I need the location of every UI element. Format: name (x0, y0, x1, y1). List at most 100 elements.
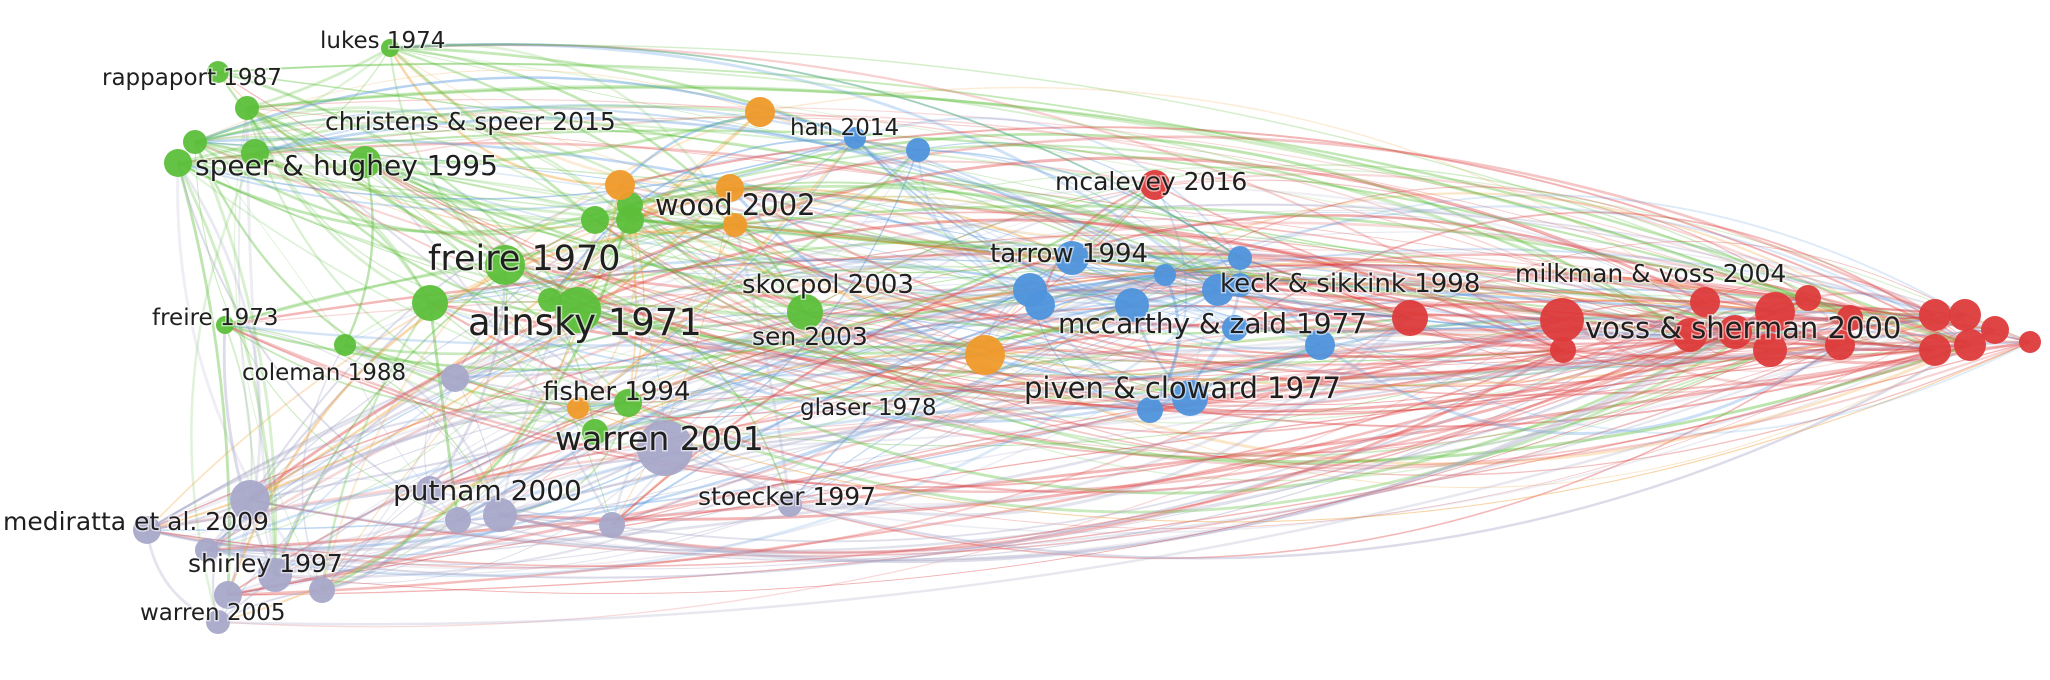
network-node-blue[interactable] (1305, 330, 1335, 360)
network-node-purple[interactable] (258, 558, 292, 592)
network-node-purple[interactable] (214, 581, 242, 609)
network-node-purple[interactable] (445, 507, 471, 533)
node-label-mccarthy-1977[interactable]: mccarthy & zald 1977 (1057, 306, 1369, 342)
network-node-green[interactable] (241, 139, 269, 167)
network-node-red[interactable] (1753, 333, 1787, 367)
node-label-sen-2003[interactable]: sen 2003 (751, 321, 870, 353)
network-node-red[interactable] (1755, 292, 1795, 332)
network-edge (804, 184, 1156, 318)
node-label-skocpol-2003[interactable]: skocpol 2003 (741, 269, 916, 302)
network-node-blue[interactable] (1228, 246, 1252, 270)
network-node-purple[interactable] (309, 577, 335, 603)
network-node-blue[interactable] (1172, 380, 1208, 416)
network-node-green[interactable] (164, 149, 192, 177)
network-node-blue[interactable] (1202, 274, 1234, 306)
network-node-blue[interactable] (1222, 315, 1248, 341)
network-node-green[interactable] (183, 130, 207, 154)
network-node-blue[interactable] (844, 127, 866, 149)
node-label-voss-2000[interactable]: voss & sherman 2000 (1584, 310, 1903, 347)
network-node-green[interactable] (614, 389, 642, 417)
network-node-red[interactable] (1673, 318, 1707, 352)
network-node-orange[interactable] (567, 397, 589, 419)
network-node-blue[interactable] (1025, 290, 1055, 320)
network-node-green[interactable] (581, 206, 609, 234)
network-node-green[interactable] (349, 146, 381, 178)
network-node-blue[interactable] (1115, 288, 1149, 322)
node-label-piven-1977[interactable]: piven & cloward 1977 (1023, 370, 1343, 407)
network-node-green[interactable] (216, 316, 234, 334)
node-label-mediratta-2009[interactable]: mediratta et al. 2009 (2, 506, 271, 538)
network-node-green[interactable] (235, 96, 259, 120)
network-node-green[interactable] (555, 287, 601, 333)
network-node-purple[interactable] (195, 538, 219, 562)
network-node-red[interactable] (1140, 170, 1170, 200)
network-node-blue[interactable] (1137, 397, 1163, 423)
node-label-glaser-1978[interactable]: glaser 1978 (799, 394, 939, 423)
network-node-red[interactable] (1919, 334, 1951, 366)
network-node-purple[interactable] (230, 480, 270, 520)
network-node-red[interactable] (1954, 329, 1986, 361)
network-node-red[interactable] (1949, 299, 1981, 331)
node-label-christens-2015[interactable]: christens & speer 2015 (324, 106, 618, 138)
network-node-green[interactable] (787, 294, 823, 330)
network-node-purple[interactable] (599, 512, 625, 538)
node-label-putnam-2000[interactable]: putnam 2000 (392, 473, 584, 509)
node-label-keck-1998[interactable]: keck & sikkink 1998 (1219, 268, 1482, 301)
network-node-purple[interactable] (133, 516, 161, 544)
node-label-freire-1973[interactable]: freire 1973 (151, 304, 281, 333)
network-node-green[interactable] (412, 285, 448, 321)
node-label-warren-2005[interactable]: warren 2005 (139, 599, 287, 628)
network-node-green[interactable] (582, 419, 608, 445)
network-node-red[interactable] (1837, 305, 1863, 331)
node-label-shirley-1997[interactable]: shirley 1997 (187, 548, 345, 580)
network-node-green[interactable] (334, 334, 356, 356)
node-label-tarrow-1994[interactable]: tarrow 1994 (989, 238, 1150, 271)
network-node-blue[interactable] (1228, 273, 1252, 297)
network-node-green[interactable] (485, 245, 525, 285)
network-node-purple[interactable] (206, 610, 230, 634)
node-label-speer-1995[interactable]: speer & hughey 1995 (194, 148, 500, 184)
node-label-mcalevey-2016[interactable]: mcalevey 2016 (1054, 166, 1249, 198)
network-edge (146, 203, 1936, 531)
network-node-blue[interactable] (1055, 241, 1089, 275)
network-node-orange[interactable] (965, 335, 1005, 375)
network-edge (224, 324, 501, 516)
node-label-milkman-2004[interactable]: milkman & voss 2004 (1514, 258, 1788, 290)
network-node-purple[interactable] (483, 498, 517, 532)
network-node-orange[interactable] (723, 213, 747, 237)
network-edge (224, 310, 1776, 494)
node-label-coleman-1988[interactable]: coleman 1988 (241, 359, 408, 388)
network-node-green[interactable] (207, 61, 229, 83)
network-node-red[interactable] (1718, 315, 1752, 349)
node-label-han-2014[interactable]: han 2014 (789, 114, 901, 143)
network-node-purple[interactable] (441, 364, 469, 392)
node-label-freire-1970[interactable]: freire 1970 (427, 238, 623, 281)
network-node-red[interactable] (1392, 300, 1428, 336)
network-node-blue[interactable] (906, 138, 930, 162)
network-node-red[interactable] (1981, 316, 2009, 344)
node-label-fisher-1994[interactable]: fisher 1994 (542, 376, 693, 409)
network-node-red[interactable] (1540, 298, 1584, 342)
network-node-green[interactable] (616, 206, 644, 234)
network-node-orange[interactable] (716, 174, 744, 202)
network-node-red[interactable] (2019, 331, 2041, 353)
network-node-blue[interactable] (1154, 264, 1176, 286)
node-label-rappaport-1987[interactable]: rappaport 1987 (101, 64, 284, 93)
network-node-red[interactable] (1550, 337, 1576, 363)
network-node-purple[interactable] (778, 493, 802, 517)
node-label-lukes-1974[interactable]: lukes 1974 (319, 27, 447, 56)
network-node-green[interactable] (381, 39, 399, 57)
node-label-wood-2002[interactable]: wood 2002 (654, 187, 818, 224)
network-node-green[interactable] (538, 288, 562, 312)
node-label-warren-2001[interactable]: warren 2001 (554, 418, 766, 460)
network-node-orange[interactable] (745, 97, 775, 127)
network-node-orange[interactable] (605, 170, 635, 200)
network-node-red[interactable] (1795, 285, 1821, 311)
network-node-purple[interactable] (416, 476, 444, 504)
network-node-red[interactable] (1919, 299, 1951, 331)
network-node-purple[interactable] (637, 420, 693, 476)
node-label-stoecker-1997[interactable]: stoecker 1997 (697, 481, 878, 513)
network-node-red[interactable] (1690, 287, 1720, 317)
network-node-red[interactable] (1825, 330, 1855, 360)
node-label-alinsky-1971[interactable]: alinsky 1971 (467, 300, 704, 346)
